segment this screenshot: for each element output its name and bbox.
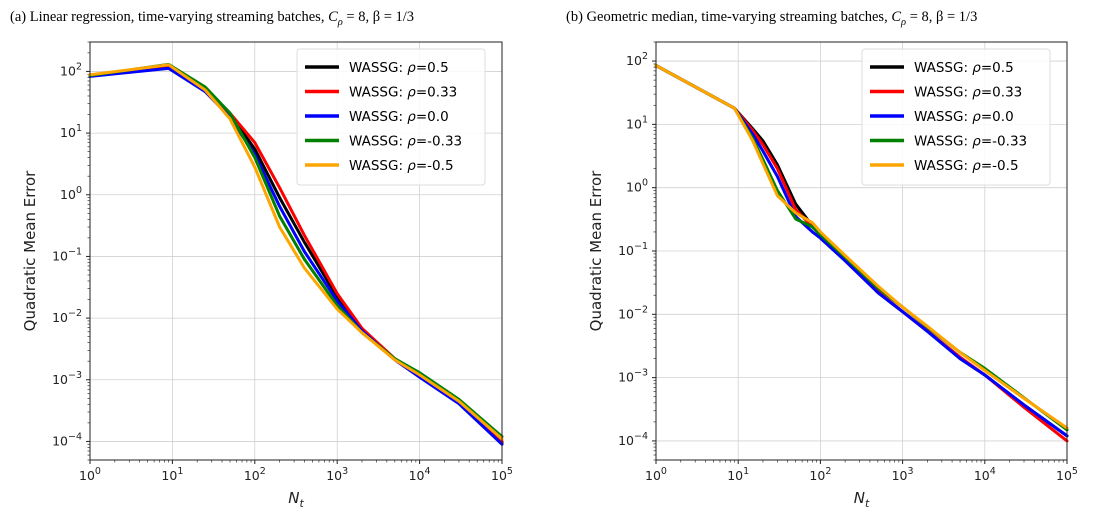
plot-frame [89,41,503,461]
legend-box [296,48,486,186]
series-group [654,64,1069,443]
chart-title: (b) Geometric median, time-varying strea… [566,9,977,28]
x-tick-label: 103 [892,466,914,483]
tick-labels: 100 101 102 103 104 105 10−4 10−3 10−2 10−1 100 101… [618,51,1078,483]
y-tick-label: 10−3 [618,368,648,385]
x-tick-label: 105 [491,466,513,483]
tick-labels: 100 101 102 103 104 105 10−4 10−3 10−2 10−1 100 101… [52,61,513,483]
series-line-3 [88,62,504,439]
x-tick-label: 100 [79,466,101,483]
y-tick-label: 10−1 [618,241,648,258]
y-tick-label: 100 [626,178,648,195]
legend-label: WASSG: ρ=-0.33 [349,134,462,150]
y-tick-label: 10−3 [52,370,82,387]
y-axis-label: Quadratic Mean Error [587,170,605,331]
legend-label: WASSG: ρ=-0.5 [914,158,1019,174]
x-tick-label: 104 [974,466,996,483]
x-tick-label: 100 [645,466,667,483]
legend-label: WASSG: ρ=0.5 [914,60,1014,76]
y-tick-label: 10−2 [618,304,648,321]
legend-label: WASSG: ρ=0.0 [914,109,1014,125]
series-line-2 [654,64,1069,438]
legend-label: WASSG: ρ=0.5 [349,60,449,76]
y-tick-label: 10−4 [618,431,648,448]
x-axis-label: Nt [854,489,870,510]
y-tick-label: 100 [60,185,82,202]
y-tick-label: 101 [626,114,648,131]
x-tick-label: 101 [161,466,183,483]
x-axis-label: Nt [288,489,304,510]
x-tick-label: 102 [809,466,831,483]
x-tick-label: 101 [727,466,749,483]
y-axis-label: Quadratic Mean Error [21,170,39,331]
y-tick-label: 10−4 [52,431,82,448]
legend-label: WASSG: ρ=0.33 [914,85,1022,101]
legend: WASSG: ρ=0.5 WASSG: ρ=0.33 WASSG: ρ=0.0 WAS… [861,48,1051,186]
legend-label: WASSG: ρ=-0.5 [349,158,454,174]
y-tick-label: 101 [60,123,82,140]
x-tick-label: 105 [1056,466,1078,483]
y-tick-label: 102 [60,61,82,78]
legend-label: WASSG: ρ=0.0 [349,109,449,125]
series-line-4 [88,63,504,441]
x-tick-label: 102 [244,466,266,483]
x-tick-label: 103 [326,466,348,483]
legend: WASSG: ρ=0.5 WASSG: ρ=0.33 WASSG: ρ=0.0 WAS… [296,48,486,186]
chart-panel-a: (a) Linear regression, time-varying stre… [10,9,513,510]
y-tick-label: 10−2 [52,308,82,325]
x-tick-label: 104 [409,466,431,483]
chart-panel-b: (b) Geometric median, time-varying strea… [566,9,1078,510]
legend-label: WASSG: ρ=-0.33 [914,134,1027,150]
legend-box [861,48,1051,186]
series-group [88,62,504,446]
series-line-4 [654,64,1069,430]
y-tick-label: 10−1 [52,246,82,263]
chart-title: (a) Linear regression, time-varying stre… [10,9,414,28]
legend-label: WASSG: ρ=0.33 [349,85,457,101]
y-tick-label: 102 [626,51,648,68]
